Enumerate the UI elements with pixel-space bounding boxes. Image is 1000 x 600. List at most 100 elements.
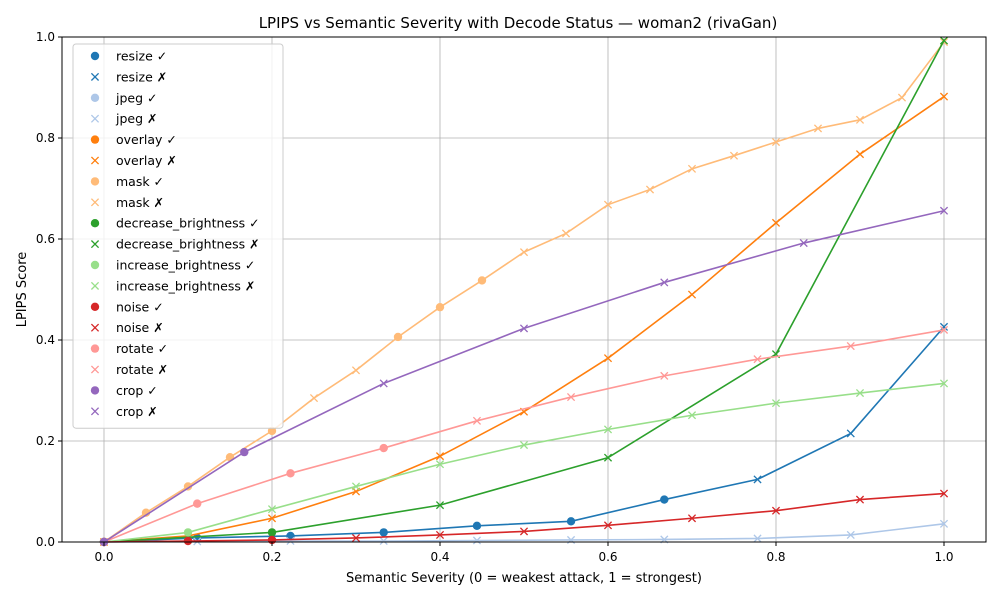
legend-marker [90,114,100,123]
legend-label: overlay ✓ [116,132,177,147]
series-line-resize [103,326,945,543]
point-decoded [477,276,487,285]
point-failed [939,206,949,215]
point-failed [351,366,361,375]
series-line-rotate [103,329,945,543]
x-tick-label: 0.0 [94,550,113,564]
legend-label: decrease_brightness ✓ [116,216,260,231]
point-decoded [379,443,388,453]
legend-marker [90,219,100,228]
legend-item: increase_brightness ✓ [90,258,255,273]
legend-item: increase_brightness ✗ [90,278,255,293]
y-tick-label: 0.6 [36,232,55,246]
point-failed [286,536,295,546]
legend-label: overlay ✗ [116,153,177,168]
point-decoded [435,302,445,312]
point-failed [561,229,571,238]
point-decoded [141,508,151,517]
point-decoded [193,499,202,508]
legend-marker [90,344,100,353]
legend-marker [90,93,100,103]
point-decoded [566,517,576,526]
point-failed [603,354,613,363]
plot-frame [61,36,987,543]
legend-item: resize ✗ [90,69,167,84]
legend-marker [90,135,100,144]
point-failed [435,530,445,539]
legend-marker [90,365,100,374]
y-tick-label: 0.0 [36,535,55,549]
series-line-decrease_brightness [103,40,945,543]
legend-label: rotate ✓ [116,341,168,356]
point-failed [519,527,529,536]
point-failed [771,399,781,408]
legend-label: decrease_brightness ✗ [116,237,260,252]
point-failed [309,394,319,403]
point-decoded [379,528,388,537]
legend-label: increase_brightness ✗ [116,278,255,293]
legend-label: crop ✗ [116,404,158,419]
point-failed [660,278,669,287]
point-failed [687,164,697,173]
point-failed [939,36,949,45]
legend-label: mask ✗ [116,195,164,210]
legend-item: mask ✗ [90,195,164,210]
point-decoded [267,528,277,537]
point-failed [351,533,361,543]
point-decoded [393,332,403,342]
legend-label: jpeg ✗ [115,111,157,126]
legend-marker [90,51,100,61]
point-failed [799,238,808,248]
legend-item: jpeg ✗ [90,111,157,126]
point-failed [435,452,445,461]
point-decoded [240,447,249,457]
legend-marker [90,407,100,416]
point-failed [855,388,865,398]
legend-label: mask ✓ [116,174,164,189]
point-failed [603,425,613,434]
point-failed [351,482,361,491]
point-failed [687,290,697,299]
legend-marker [90,156,100,165]
point-failed [603,200,613,209]
point-failed [753,475,762,484]
point-failed [472,536,482,545]
legend-marker [90,302,100,311]
point-decoded [286,469,295,478]
point-failed [771,137,781,147]
legend-item: noise ✓ [90,299,164,314]
legend-item: rotate ✓ [90,341,168,356]
legend-label: crop ✓ [116,383,158,398]
legend-marker [90,323,100,332]
point-failed [897,93,907,102]
legend-item: jpeg ✓ [90,90,157,105]
point-failed [753,355,762,364]
point-failed [603,521,613,530]
legend-label: increase_brightness ✓ [116,258,255,273]
chart-title: LPIPS vs Semantic Severity with Decode S… [259,14,778,32]
point-failed [379,536,388,546]
legend-marker [90,177,100,186]
point-failed [939,92,949,101]
point-decoded [183,482,193,491]
legend-label: resize ✗ [116,69,167,84]
point-failed [846,530,855,539]
point-failed [603,453,613,462]
point-failed [846,342,855,351]
legend-marker [90,386,100,395]
legend-item: mask ✓ [90,174,164,189]
y-tick-label: 0.4 [36,333,55,347]
point-failed [939,379,949,388]
y-tick-label: 1.0 [36,30,55,44]
point-decoded [472,521,482,531]
point-failed [687,514,697,523]
point-failed [519,324,529,333]
point-failed [753,534,762,543]
point-failed [855,115,865,124]
point-failed [939,519,949,528]
legend-marker [90,240,100,249]
point-failed [939,489,949,498]
point-failed [660,371,669,380]
point-failed [519,440,529,450]
point-failed [855,150,865,159]
